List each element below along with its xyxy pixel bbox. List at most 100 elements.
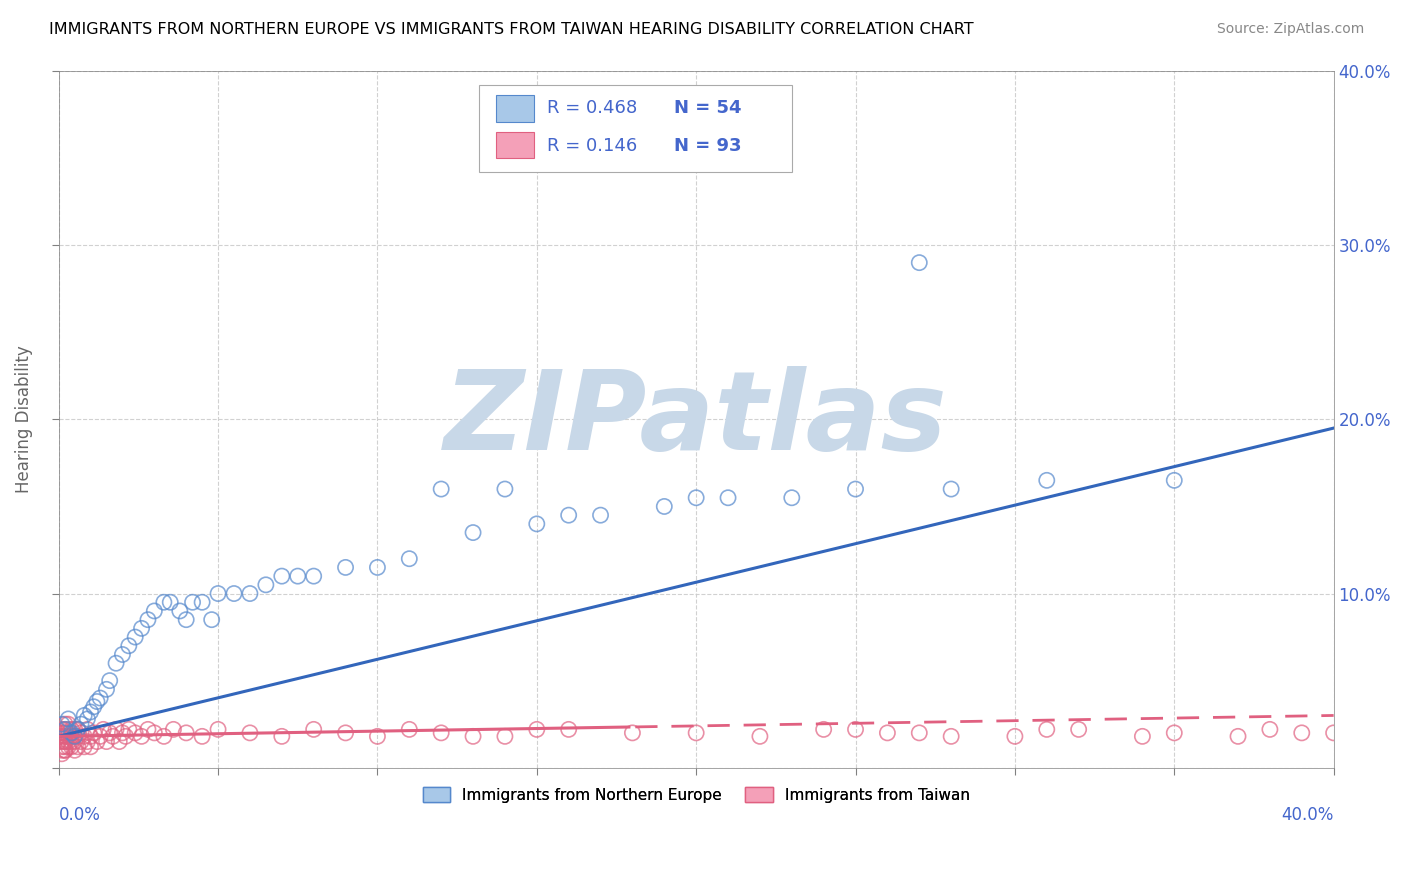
Point	[63, 730, 86, 744]
Point	[66, 730, 89, 744]
Point	[526, 723, 548, 737]
Point	[136, 613, 159, 627]
Point	[398, 723, 420, 737]
Point	[105, 723, 128, 737]
Point	[53, 717, 76, 731]
Point	[939, 730, 962, 744]
Point	[222, 586, 245, 600]
Point	[118, 639, 141, 653]
Point	[63, 734, 86, 748]
Point	[844, 482, 866, 496]
Point	[51, 747, 73, 761]
Point	[51, 739, 73, 754]
Point	[111, 648, 134, 662]
Point	[461, 525, 484, 540]
Point	[48, 734, 70, 748]
Point	[1132, 730, 1154, 744]
Point	[58, 717, 80, 731]
Point	[494, 730, 516, 744]
Point	[153, 595, 176, 609]
Point	[51, 717, 73, 731]
Point	[96, 734, 118, 748]
Point	[1291, 726, 1313, 740]
Text: Source: ZipAtlas.com: Source: ZipAtlas.com	[1216, 22, 1364, 37]
Point	[780, 491, 803, 505]
Point	[181, 595, 204, 609]
Point	[60, 739, 83, 754]
Point	[287, 569, 309, 583]
Point	[118, 723, 141, 737]
Point	[191, 730, 214, 744]
Point	[191, 595, 214, 609]
Point	[111, 726, 134, 740]
Point	[108, 734, 131, 748]
Point	[153, 730, 176, 744]
Point	[717, 491, 740, 505]
Point	[494, 482, 516, 496]
Point	[201, 613, 224, 627]
Point	[1036, 473, 1059, 487]
Point	[159, 595, 181, 609]
Point	[114, 730, 136, 744]
Point	[63, 730, 86, 744]
Text: N = 54: N = 54	[675, 99, 742, 117]
Point	[124, 630, 146, 644]
Point	[66, 723, 89, 737]
Point	[53, 743, 76, 757]
Point	[652, 500, 675, 514]
Point	[51, 730, 73, 744]
Point	[1036, 723, 1059, 737]
Point	[124, 726, 146, 740]
Point	[939, 482, 962, 496]
Point	[51, 723, 73, 737]
FancyBboxPatch shape	[496, 95, 534, 122]
Point	[58, 723, 80, 737]
Point	[131, 621, 153, 635]
Y-axis label: Hearing Disability: Hearing Disability	[15, 345, 32, 493]
Point	[89, 691, 111, 706]
Point	[58, 734, 80, 748]
Point	[58, 730, 80, 744]
Point	[239, 586, 262, 600]
Point	[53, 723, 76, 737]
Point	[908, 255, 931, 269]
Point	[53, 723, 76, 737]
Point	[430, 726, 453, 740]
Point	[302, 569, 325, 583]
Point	[1323, 726, 1346, 740]
Point	[73, 708, 96, 723]
Point	[89, 730, 111, 744]
Point	[143, 604, 166, 618]
Point	[302, 723, 325, 737]
Point	[430, 482, 453, 496]
Point	[53, 726, 76, 740]
Point	[270, 569, 292, 583]
Point	[621, 726, 644, 740]
Point	[66, 723, 89, 737]
Point	[908, 726, 931, 740]
Point	[79, 739, 101, 754]
FancyBboxPatch shape	[496, 132, 534, 158]
Point	[174, 613, 197, 627]
Point	[51, 726, 73, 740]
Point	[48, 726, 70, 740]
Point	[79, 730, 101, 744]
Point	[207, 723, 229, 737]
Point	[207, 586, 229, 600]
Point	[76, 734, 98, 748]
Point	[1227, 730, 1250, 744]
Point	[96, 682, 118, 697]
Point	[398, 551, 420, 566]
Point	[51, 743, 73, 757]
Point	[589, 508, 612, 523]
Point	[73, 739, 96, 754]
Point	[63, 723, 86, 737]
Point	[73, 730, 96, 744]
Text: N = 93: N = 93	[675, 136, 742, 154]
Point	[58, 726, 80, 740]
Point	[76, 712, 98, 726]
Legend: Immigrants from Northern Europe, Immigrants from Taiwan: Immigrants from Northern Europe, Immigra…	[416, 780, 976, 809]
Point	[557, 723, 579, 737]
Point	[98, 726, 121, 740]
Point	[335, 560, 357, 574]
